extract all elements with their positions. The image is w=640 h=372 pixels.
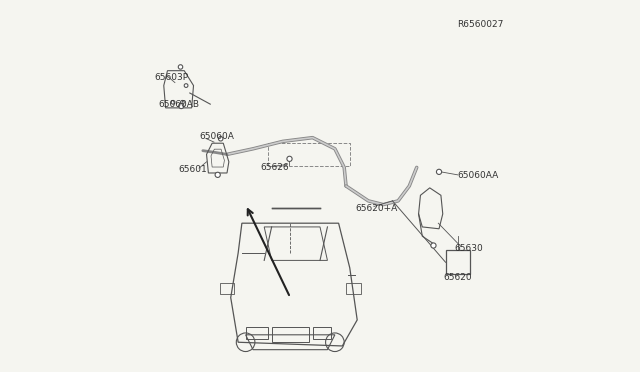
Text: 65060AB: 65060AB — [158, 100, 199, 109]
Circle shape — [431, 243, 436, 248]
Text: 65630: 65630 — [454, 244, 483, 253]
Circle shape — [287, 156, 292, 161]
Circle shape — [179, 103, 184, 109]
Text: 65603P: 65603P — [154, 73, 189, 81]
Circle shape — [184, 84, 188, 87]
Circle shape — [179, 65, 183, 69]
Text: 65601: 65601 — [179, 165, 207, 174]
Text: 65060A: 65060A — [199, 132, 234, 141]
Text: 65626: 65626 — [260, 163, 289, 172]
Circle shape — [180, 100, 184, 104]
Circle shape — [436, 169, 442, 174]
Circle shape — [218, 137, 223, 141]
Text: 65060AA: 65060AA — [457, 171, 498, 180]
Circle shape — [172, 100, 175, 104]
Text: 65620: 65620 — [444, 273, 472, 282]
Text: 65620+A: 65620+A — [355, 204, 397, 213]
Circle shape — [215, 172, 220, 177]
Text: R6560027: R6560027 — [457, 20, 503, 29]
Bar — [445, 250, 470, 275]
